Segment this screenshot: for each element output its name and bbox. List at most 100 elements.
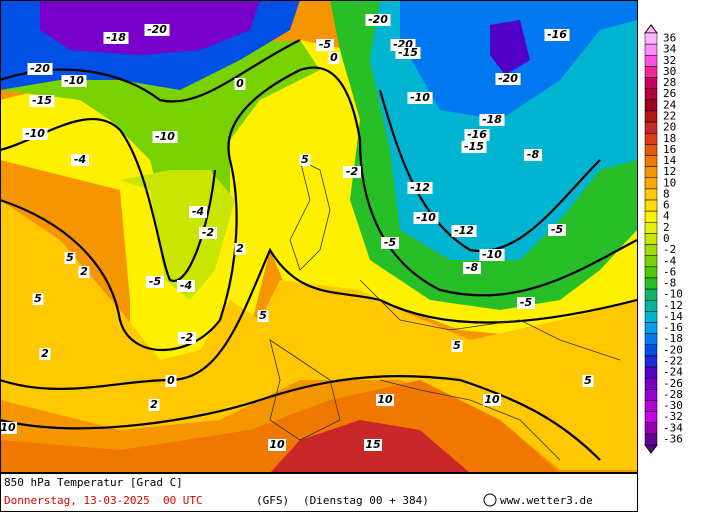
coastline	[379, 379, 561, 461]
label-box	[61, 75, 87, 87]
isotherm	[0, 39, 301, 103]
label-box	[548, 224, 566, 236]
scale-cell	[644, 144, 658, 156]
footer-model: (GFS)	[256, 494, 289, 507]
footer-date: Donnerstag, 13-03-2025 00 UTC	[4, 494, 203, 507]
scale-arrow-bottom	[644, 444, 658, 454]
scale-cell	[644, 66, 658, 78]
contour-label: -5	[149, 275, 162, 288]
scale-cell	[644, 333, 658, 346]
label-box	[479, 249, 505, 261]
field-cool	[0, 40, 320, 270]
scale-label: 0	[663, 232, 670, 245]
label-box	[328, 52, 340, 64]
contour-label: -10	[482, 248, 502, 261]
contour-label: 15	[365, 438, 381, 451]
scale-cell	[644, 43, 658, 56]
scale-cell	[644, 99, 658, 112]
label-box	[364, 439, 382, 451]
contour-label: 5	[259, 309, 267, 322]
scale-label: -26	[663, 377, 683, 390]
label-box	[165, 375, 177, 387]
isotherms	[0, 39, 637, 461]
contour-label: -10	[25, 127, 45, 140]
contour-label: -12	[454, 224, 474, 237]
scale-arrow-top	[644, 24, 658, 34]
label-box	[22, 128, 48, 140]
scale-label: -8	[663, 277, 676, 290]
label-box	[524, 149, 542, 161]
map: -20-20-20-20-20-10-10 -10-10-10-10-15-15-…	[0, 0, 637, 473]
contour-labels: -20-20-20-20-20-10-10 -10-10-10-10-15-15-…	[0, 13, 594, 451]
contour-label: 0	[167, 374, 175, 387]
scale-cell	[644, 121, 658, 134]
scale-cell	[644, 400, 658, 412]
contour-label: -20	[30, 62, 50, 75]
contour-label: 5	[584, 374, 592, 387]
scale-label: 6	[663, 199, 670, 212]
scale-label: -12	[663, 299, 683, 312]
contour-label: -15	[32, 94, 52, 107]
footer-site: www.wetter3.de	[500, 494, 593, 507]
scale-label: 20	[663, 121, 676, 134]
label-box	[78, 266, 90, 278]
contour-label: 0	[330, 51, 338, 64]
scale-cell	[644, 222, 658, 234]
contour-label: -15	[464, 140, 484, 153]
label-box	[495, 73, 521, 85]
label-box	[178, 332, 196, 344]
contour-label: -10	[410, 91, 430, 104]
label-box	[103, 32, 129, 44]
scale-label: 32	[663, 54, 676, 67]
label-box	[582, 375, 594, 387]
contour-label: -12	[410, 181, 430, 194]
scale-label: 36	[663, 32, 676, 45]
coastline	[269, 339, 341, 441]
scale-label: 26	[663, 87, 676, 100]
scale-cell	[644, 422, 658, 435]
contour-label: 5	[453, 339, 461, 352]
scale-cell	[644, 277, 658, 290]
scale-label: -34	[663, 421, 683, 434]
contour-label: -5	[520, 296, 533, 309]
label-box	[407, 92, 433, 104]
scale-cell	[644, 55, 658, 67]
label-box	[365, 14, 391, 26]
scale-cell	[644, 389, 658, 401]
label-box	[177, 280, 195, 292]
contour-label: -15	[398, 46, 418, 59]
contour-label: -10	[155, 130, 175, 143]
label-box	[544, 29, 570, 41]
label-box	[152, 131, 178, 143]
scale-cell	[644, 411, 658, 423]
scale-label: -36	[663, 432, 683, 445]
label-box	[464, 129, 490, 141]
contour-label: 10	[0, 421, 16, 434]
label-box	[268, 439, 286, 451]
scale-label: 2	[663, 221, 670, 234]
contour-label: -2	[202, 226, 215, 239]
label-box	[71, 154, 89, 166]
scale-label: -24	[663, 366, 683, 379]
contour-label: -2	[346, 165, 359, 178]
scale-cell	[644, 377, 658, 390]
isotherm	[378, 89, 601, 253]
field-cool-2	[120, 170, 235, 300]
scale-label: -18	[663, 332, 683, 345]
contour-label: -4	[74, 153, 86, 166]
label-box	[234, 78, 246, 90]
coastlines	[269, 159, 621, 461]
scale-cell	[644, 311, 658, 323]
scale-label: -6	[663, 265, 676, 278]
label-box	[257, 310, 269, 322]
contour-label: 10	[377, 393, 393, 406]
label-box	[64, 252, 76, 264]
scale-label: 30	[663, 65, 676, 78]
contour-label: -20	[368, 13, 388, 26]
scale-cell	[644, 110, 658, 123]
coastline	[359, 279, 621, 361]
scale-label: -20	[663, 343, 683, 356]
scale-label: 28	[663, 76, 676, 89]
contour-label: 5	[34, 292, 42, 305]
